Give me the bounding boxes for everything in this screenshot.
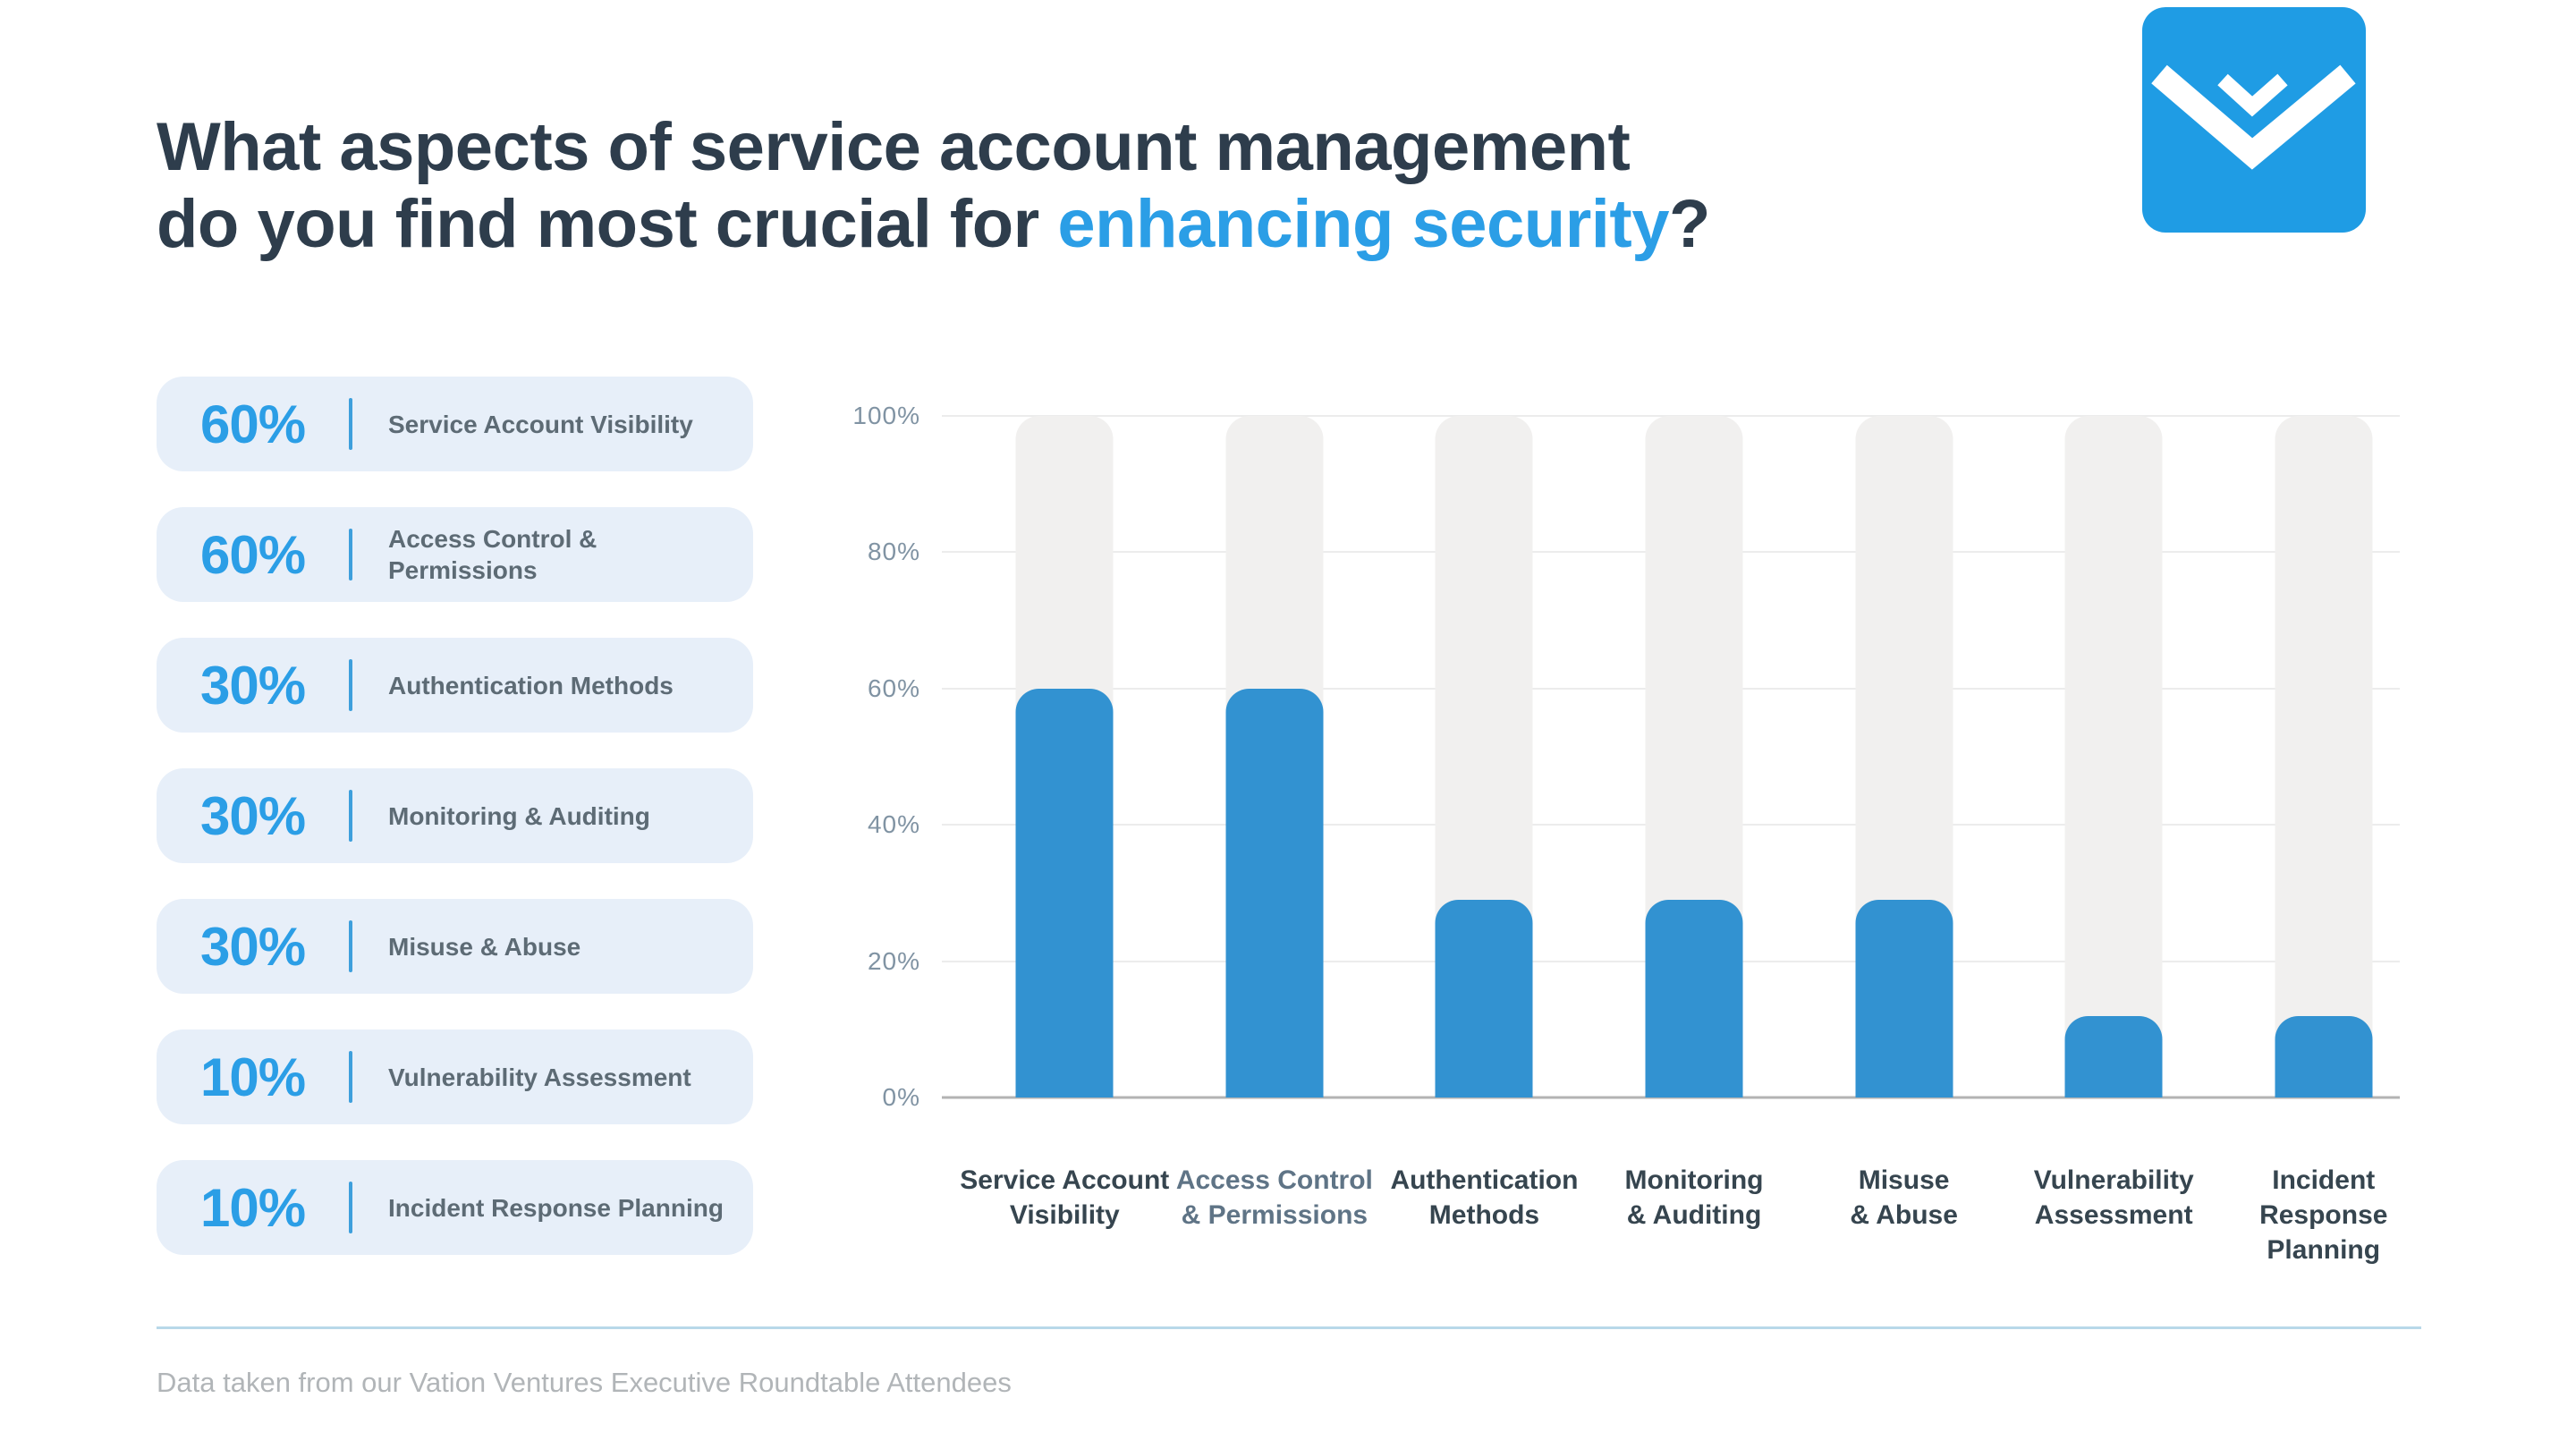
stat-label: Access Control & Permissions [388,525,597,584]
stat-label: Incident Response Planning [388,1193,724,1222]
x-axis-label-authentication-methods: Authentication Methods [1390,1165,1579,1230]
title-line2-prefix: do you find most crucial for [157,185,1058,262]
y-tick-label: 20% [867,946,920,975]
page-title: What aspects of service account manageme… [157,109,1710,263]
title-highlight: enhancing security [1057,185,1669,262]
bar-vulnerability-assessment [2064,1015,2163,1097]
x-axis-label-service-account-visibility: Service Account Visibility [960,1165,1170,1230]
stat-percent: 60% [199,394,306,454]
bar-column-misuse-abuse [1799,416,2009,1097]
bar-column-authentication-methods [1379,416,1589,1097]
stat-pill-service-account-visibility: 60% Service Account Visibility [157,377,753,471]
stat-label: Authentication Methods [388,671,674,699]
stat-percent: 30% [199,655,306,716]
stat-percent: 60% [199,524,306,585]
stats-list: 60% Service Account Visibility 60% Acces… [157,377,753,1291]
stat-percent: 30% [199,785,306,846]
stat-percent: 10% [199,1046,306,1107]
stat-divider [349,920,352,972]
y-tick-label: 0% [882,1083,920,1111]
stat-percent: 10% [199,1177,306,1238]
stat-label: Monitoring & Auditing [388,801,650,830]
bar-column-incident-response-planning [2218,416,2428,1097]
title-question-mark: ? [1669,185,1710,262]
y-tick-label: 60% [867,674,920,702]
bar-column-access-control-permissions [1170,416,1380,1097]
stat-divider [349,1051,352,1103]
y-tick-label: 40% [867,810,920,839]
bar-service-account-visibility [1015,688,1114,1097]
stat-percent: 30% [199,916,306,977]
stat-label: Misuse & Abuse [388,932,581,961]
bar-access-control-permissions [1225,688,1324,1097]
stat-pill-misuse-abuse: 30% Misuse & Abuse [157,899,753,994]
bar-column-service-account-visibility [960,416,1170,1097]
stat-pill-access-control-permissions: 60% Access Control & Permissions [157,507,753,602]
stat-label: Vulnerability Assessment [388,1063,691,1091]
stat-label: Service Account Visibility [388,410,693,438]
stat-pill-incident-response-planning: 10% Incident Response Planning [157,1160,753,1255]
y-tick-label: 80% [867,538,920,566]
gridline [942,1096,2400,1099]
bar-chart-plot: 0% 20% 40% 60% 80% 100% [852,402,2400,1111]
bar-track [2275,416,2373,1097]
stat-divider [349,398,352,450]
stat-pill-vulnerability-assessment: 10% Vulnerability Assessment [157,1030,753,1124]
x-axis-label-incident-response-planning: Incident Response Planning [2259,1165,2388,1265]
x-axis-label-monitoring-auditing: Monitoring & Auditing [1624,1165,1764,1230]
x-axis-label-access-control-permissions: Access Control & Permissions [1175,1165,1373,1230]
stat-divider [349,529,352,580]
x-axis-label-misuse-abuse: Misuse & Abuse [1850,1165,1958,1230]
bar-authentication-methods [1435,900,1533,1097]
bar-monitoring-auditing [1645,900,1743,1097]
source-note: Data taken from our Vation Ventures Exec… [157,1367,1012,1398]
bar-track [2064,416,2163,1097]
stat-divider [349,790,352,842]
vation-ventures-logo [2142,7,2366,233]
bar-column-vulnerability-assessment [2009,416,2219,1097]
y-tick-label: 100% [852,402,920,429]
x-axis-label-vulnerability-assessment: Vulnerability Assessment [2033,1165,2194,1230]
stat-pill-authentication-methods: 30% Authentication Methods [157,638,753,733]
footer-divider [157,1326,2421,1329]
bar-column-monitoring-auditing [1589,416,1800,1097]
bar-incident-response-planning [2275,1015,2373,1097]
bar-chart-bars [960,416,2428,1097]
stat-pill-monitoring-auditing: 30% Monitoring & Auditing [157,768,753,863]
stat-divider [349,1182,352,1233]
title-line1: What aspects of service account manageme… [157,109,1631,185]
stat-divider [349,659,352,711]
bar-misuse-abuse [1855,900,1953,1097]
x-axis-labels: Service Account Visibility Access Control… [960,1163,2428,1267]
double-chevron-icon [2151,64,2356,170]
